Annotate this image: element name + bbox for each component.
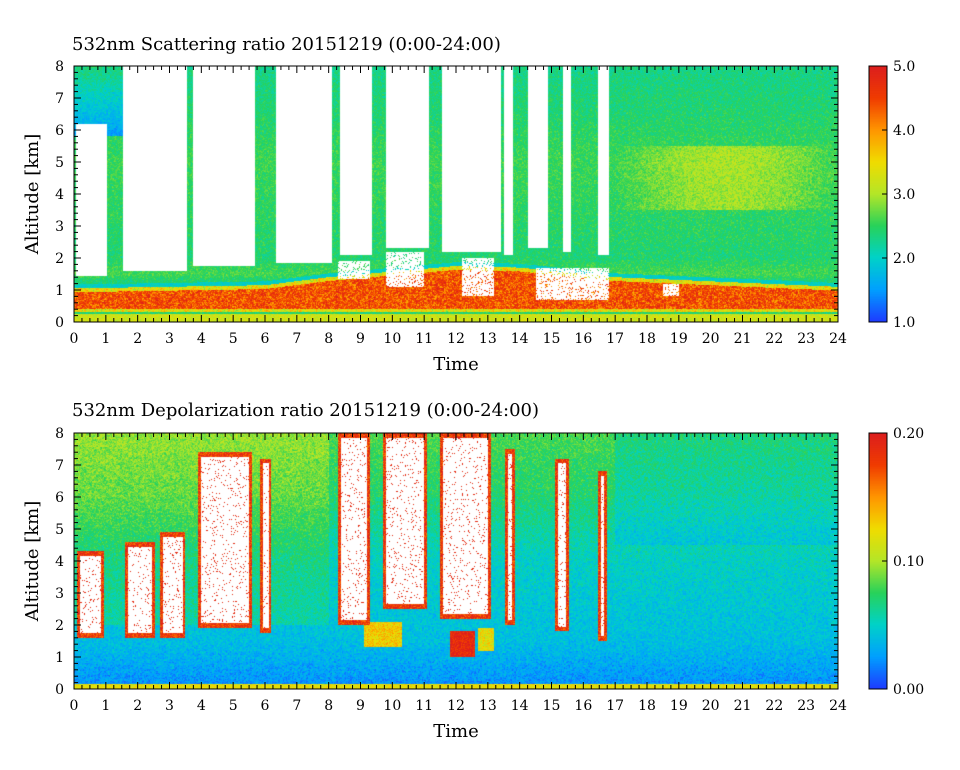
x-tick-label: 18 — [638, 698, 656, 714]
axes: 0 1 2 3 4 5 6 7 8 9 10 11 12 13 14 15 16 17 18 19 20 21 22 23 24… — [55, 59, 847, 347]
x-tick-label: 0 — [70, 331, 79, 347]
chart-title: 532nm Scattering ratio 20151219 (0:00-24… — [72, 34, 501, 55]
scattering-ratio-chart: 532nm Scattering ratio 20151219 (0:00-24… — [22, 34, 915, 375]
x-tick-label: 1 — [101, 331, 110, 347]
colorbar — [869, 433, 887, 689]
y-tick-label: 1 — [55, 283, 64, 299]
x-tick-label: 18 — [638, 331, 656, 347]
x-tick-label: 10 — [383, 331, 401, 347]
x-tick-label: 13 — [479, 698, 497, 714]
y-axis-label: Altitude [km] — [22, 134, 43, 256]
y-tick-label: 4 — [55, 187, 64, 203]
y-tick-label: 4 — [55, 554, 64, 570]
x-tick-label: 3 — [165, 331, 174, 347]
x-tick-label: 17 — [606, 331, 624, 347]
colorbar-tick-label: 2.0 — [893, 251, 915, 267]
x-tick-label: 9 — [356, 698, 365, 714]
y-tick-label: 7 — [55, 458, 64, 474]
x-tick-label: 6 — [261, 331, 270, 347]
heatmap-image — [74, 66, 838, 322]
y-tick-label: 2 — [55, 618, 64, 634]
x-tick-label: 14 — [511, 331, 529, 347]
y-tick-label: 5 — [55, 155, 64, 171]
x-tick-label: 20 — [702, 331, 720, 347]
x-tick-label: 24 — [829, 698, 847, 714]
x-tick-label: 11 — [415, 698, 433, 714]
x-tick-label: 17 — [606, 698, 624, 714]
colorbar-tick-label: 0.20 — [893, 426, 924, 442]
x-tick-label: 5 — [229, 331, 238, 347]
x-tick-label: 14 — [511, 698, 529, 714]
x-tick-label: 13 — [479, 331, 497, 347]
x-tick-label: 19 — [670, 331, 688, 347]
x-tick-label: 10 — [383, 698, 401, 714]
x-tick-label: 3 — [165, 698, 174, 714]
x-tick-label: 23 — [797, 698, 815, 714]
colorbar-tick-label: 4.0 — [893, 123, 915, 139]
x-tick-label: 16 — [574, 698, 592, 714]
x-axis-label: Time — [433, 721, 478, 742]
x-tick-label: 20 — [702, 698, 720, 714]
x-tick-label: 23 — [797, 331, 815, 347]
x-tick-label: 9 — [356, 331, 365, 347]
y-tick-label: 6 — [55, 123, 64, 139]
colorbar-tick-label: 1.0 — [893, 315, 915, 331]
y-axis-label: Altitude [km] — [22, 501, 43, 623]
x-tick-label: 8 — [324, 698, 333, 714]
y-tick-label: 3 — [55, 219, 64, 235]
x-tick-label: 15 — [543, 698, 561, 714]
x-tick-label: 6 — [261, 698, 270, 714]
x-tick-label: 21 — [734, 331, 752, 347]
x-tick-label: 12 — [447, 698, 465, 714]
x-tick-label: 19 — [670, 698, 688, 714]
x-tick-label: 5 — [229, 698, 238, 714]
x-tick-label: 11 — [415, 331, 433, 347]
x-tick-label: 2 — [133, 698, 142, 714]
x-tick-label: 7 — [292, 698, 301, 714]
x-tick-label: 16 — [574, 331, 592, 347]
y-tick-label: 3 — [55, 586, 64, 602]
colorbar-tick-label: 5.0 — [893, 59, 915, 75]
x-tick-label: 2 — [133, 331, 142, 347]
x-tick-label: 8 — [324, 331, 333, 347]
x-tick-label: 0 — [70, 698, 79, 714]
colorbar-tick-label: 0.00 — [893, 682, 924, 698]
y-tick-label: 8 — [55, 59, 64, 75]
x-tick-label: 22 — [765, 698, 783, 714]
y-tick-label: 8 — [55, 426, 64, 442]
y-tick-label: 0 — [55, 682, 64, 698]
y-tick-label: 0 — [55, 315, 64, 331]
x-tick-label: 12 — [447, 331, 465, 347]
colorbar-tick-label: 3.0 — [893, 187, 915, 203]
x-tick-label: 15 — [543, 331, 561, 347]
x-axis-label: Time — [433, 354, 478, 375]
chart-title: 532nm Depolarization ratio 20151219 (0:0… — [72, 400, 539, 421]
heatmap-image — [74, 433, 838, 689]
colorbar-ticks: 1.0 2.0 3.0 4.0 5.0 — [868, 59, 915, 331]
x-tick-label: 7 — [292, 331, 301, 347]
axes: 0 1 2 3 4 5 6 7 8 9 10 11 12 13 14 15 16 17 18 19 20 21 22 23 24… — [55, 426, 847, 714]
x-tick-label: 24 — [829, 331, 847, 347]
colorbar-ticks: 0.00 0.10 0.20 — [868, 426, 924, 698]
y-tick-label: 6 — [55, 490, 64, 506]
x-tick-label: 4 — [197, 331, 206, 347]
depolarization-ratio-chart: 532nm Depolarization ratio 20151219 (0:0… — [22, 400, 924, 742]
y-tick-label: 7 — [55, 91, 64, 107]
x-tick-label: 22 — [765, 331, 783, 347]
x-tick-label: 1 — [101, 698, 110, 714]
x-tick-label: 4 — [197, 698, 206, 714]
colorbar-tick-label: 0.10 — [893, 554, 924, 570]
y-tick-label: 5 — [55, 522, 64, 538]
y-tick-label: 2 — [55, 251, 64, 267]
y-tick-label: 1 — [55, 650, 64, 666]
x-tick-label: 21 — [734, 698, 752, 714]
